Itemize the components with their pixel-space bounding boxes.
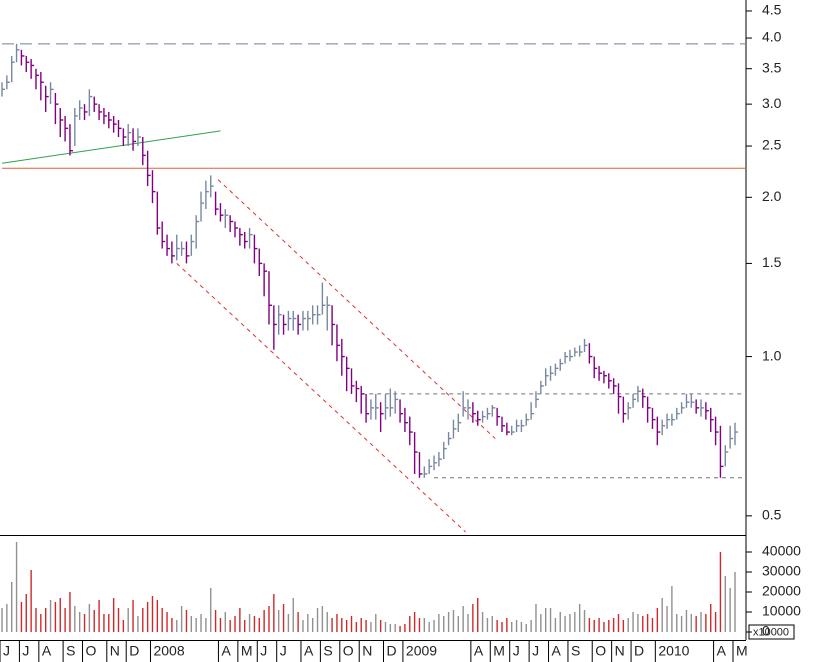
x-tick-label: D [386,643,396,659]
x-tick-label: A [221,643,231,659]
y-tick-label: 2.0 [762,188,782,204]
volume-tick-label: 0 [762,623,770,639]
x-tick-label: N [615,643,625,659]
x-tick-label: A [474,643,484,659]
trend-line [176,263,466,533]
y-tick-label: 0.5 [762,507,782,523]
x-tick-label: D [634,643,644,659]
y-tick-label: 4.5 [762,2,782,18]
x-tick-label: 2008 [153,643,184,659]
volume-tick-label: 40000 [762,543,801,559]
price-panel [1,43,746,533]
y-tick-label: 3.0 [762,95,782,111]
y-tick-label: 4.0 [762,29,782,45]
x-tick-label: O [595,643,606,659]
x-tick-label: S [571,643,580,659]
y-tick-label: 1.0 [762,347,782,363]
trend-line [1,130,221,164]
x-tick-label: O [343,643,354,659]
x-tick-label: N [362,643,372,659]
x-tick-label: A [42,643,52,659]
x-tick-label: J [280,643,287,659]
x-tick-label: J [22,643,29,659]
y-tick-label: 3.5 [762,59,782,75]
volume-tick-label: 10000 [762,603,801,619]
x-tick-label: M [241,643,253,659]
x-tick-label: J [3,643,10,659]
x-tick-label: A [717,643,727,659]
x-tick-label: O [86,643,97,659]
x-tick-label: M [493,643,505,659]
volume-tick-label: 20000 [762,583,801,599]
x-tick-label: S [323,643,332,659]
x-tick-label: 2010 [658,643,689,659]
x-tick-label: D [129,643,139,659]
x-tick-label: S [66,643,75,659]
x-tick-label: N [110,643,120,659]
volume-multiplier: x10000 [753,626,789,638]
y-tick-label: 2.5 [762,137,782,153]
volume-tick-label: 30000 [762,563,801,579]
y-tick-label: 1.5 [762,254,782,270]
x-tick-label: J [513,643,520,659]
x-tick-label: J [260,643,267,659]
x-tick-label: A [552,643,562,659]
x-tick-label: 2009 [406,643,437,659]
x-tick-label: J [532,643,539,659]
x-tick-label: A [304,643,314,659]
x-tick-label: M [736,643,748,659]
